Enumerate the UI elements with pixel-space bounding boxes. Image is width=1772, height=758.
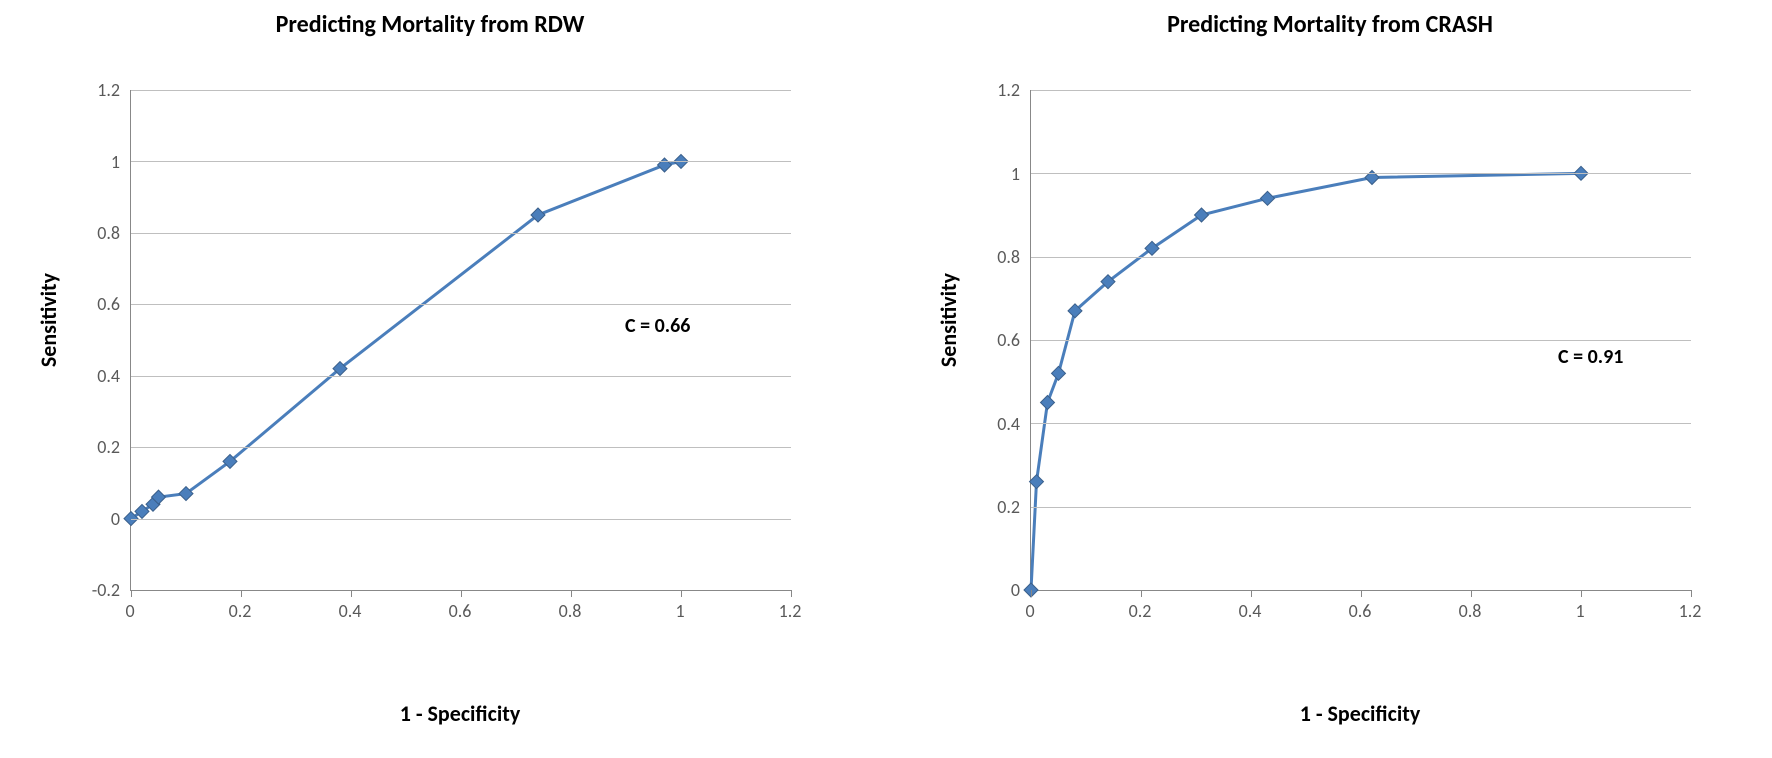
x-tick-label: 0 bbox=[105, 600, 155, 622]
x-tick-mark bbox=[791, 590, 792, 597]
x-tick-mark bbox=[131, 590, 132, 597]
gridline bbox=[131, 233, 791, 234]
x-tick-mark bbox=[1251, 590, 1252, 597]
x-tick-label: 0.2 bbox=[215, 600, 265, 622]
x-tick-label: 1 bbox=[1555, 600, 1605, 622]
gridline bbox=[131, 447, 791, 448]
x-tick-label: 0.2 bbox=[1115, 600, 1165, 622]
gridline bbox=[1031, 507, 1691, 508]
c-statistic-annotation: C = 0.66 bbox=[625, 314, 690, 338]
roc-curve bbox=[131, 90, 791, 590]
y-tick-label: 0.6 bbox=[70, 293, 120, 315]
roc-line bbox=[1031, 173, 1581, 590]
x-tick-label: 0.6 bbox=[435, 600, 485, 622]
gridline bbox=[131, 90, 791, 91]
x-tick-label: 0.4 bbox=[325, 600, 375, 622]
x-tick-mark bbox=[1361, 590, 1362, 597]
gridline bbox=[1031, 340, 1691, 341]
x-tick-mark bbox=[571, 590, 572, 597]
gridline bbox=[131, 304, 791, 305]
x-tick-label: 0.6 bbox=[1335, 600, 1385, 622]
x-axis-title: 1 - Specificity bbox=[1030, 700, 1690, 727]
x-tick-mark bbox=[681, 590, 682, 597]
x-axis-title: 1 - Specificity bbox=[130, 700, 790, 727]
data-marker bbox=[1041, 396, 1055, 410]
x-tick-mark bbox=[241, 590, 242, 597]
y-tick-label: -0.2 bbox=[70, 579, 120, 601]
gridline bbox=[131, 161, 791, 162]
c-statistic-annotation: C = 0.91 bbox=[1558, 345, 1623, 369]
y-tick-label: 1.2 bbox=[70, 79, 120, 101]
x-tick-mark bbox=[1691, 590, 1692, 597]
y-tick-label: 0.2 bbox=[70, 436, 120, 458]
x-tick-label: 1.2 bbox=[1665, 600, 1715, 622]
y-tick-label: 0.4 bbox=[70, 365, 120, 387]
chart-panel-rdw: Predicting Mortality from RDW Sensitivit… bbox=[0, 0, 860, 758]
roc-line bbox=[131, 161, 681, 518]
x-tick-label: 0.8 bbox=[1445, 600, 1495, 622]
y-tick-label: 0 bbox=[970, 579, 1020, 601]
gridline bbox=[1031, 90, 1691, 91]
x-tick-mark bbox=[1141, 590, 1142, 597]
plot-area bbox=[130, 90, 791, 591]
y-tick-label: 1.2 bbox=[970, 79, 1020, 101]
x-tick-mark bbox=[351, 590, 352, 597]
x-tick-label: 1.2 bbox=[765, 600, 815, 622]
plot-area bbox=[1030, 90, 1691, 591]
x-tick-label: 0.4 bbox=[1225, 600, 1275, 622]
x-tick-mark bbox=[1581, 590, 1582, 597]
x-tick-label: 0 bbox=[1005, 600, 1055, 622]
y-axis-title: Sensitivity bbox=[35, 220, 62, 420]
y-tick-label: 0.6 bbox=[970, 329, 1020, 351]
x-tick-mark bbox=[461, 590, 462, 597]
gridline bbox=[1031, 423, 1691, 424]
y-tick-label: 0.8 bbox=[970, 246, 1020, 268]
gridline bbox=[131, 519, 791, 520]
y-tick-label: 0 bbox=[70, 508, 120, 530]
x-tick-mark bbox=[1471, 590, 1472, 597]
y-tick-label: 0.4 bbox=[970, 413, 1020, 435]
x-tick-label: 0.8 bbox=[545, 600, 595, 622]
chart-title: Predicting Mortality from CRASH bbox=[900, 10, 1760, 39]
x-tick-label: 1 bbox=[655, 600, 705, 622]
data-marker bbox=[1052, 366, 1066, 380]
y-tick-label: 1 bbox=[970, 163, 1020, 185]
chart-title: Predicting Mortality from RDW bbox=[0, 10, 860, 39]
y-axis-title: Sensitivity bbox=[935, 220, 962, 420]
chart-panel-crash: Predicting Mortality from CRASH Sensitiv… bbox=[900, 0, 1760, 758]
data-marker bbox=[1030, 475, 1044, 489]
data-marker bbox=[658, 158, 672, 172]
y-tick-label: 0.2 bbox=[970, 496, 1020, 518]
gridline bbox=[1031, 173, 1691, 174]
data-marker bbox=[1261, 191, 1275, 205]
x-tick-mark bbox=[1031, 590, 1032, 597]
roc-figure: Predicting Mortality from RDW Sensitivit… bbox=[0, 0, 1772, 758]
y-tick-label: 0.8 bbox=[70, 222, 120, 244]
gridline bbox=[131, 376, 791, 377]
y-tick-label: 1 bbox=[70, 151, 120, 173]
gridline bbox=[1031, 257, 1691, 258]
